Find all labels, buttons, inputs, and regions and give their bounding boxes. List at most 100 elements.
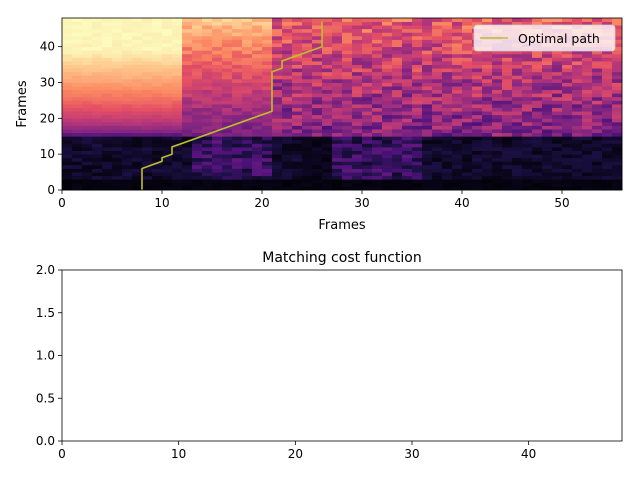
heatmap-cell — [382, 136, 393, 141]
heatmap-cell — [482, 157, 493, 162]
heatmap-cell — [272, 43, 283, 48]
heatmap-cell — [132, 43, 143, 48]
heatmap-cell — [522, 50, 533, 55]
heatmap-cell — [252, 154, 263, 159]
heatmap-cell — [112, 157, 123, 162]
heatmap-cell — [442, 132, 453, 137]
heatmap-cell — [602, 53, 613, 58]
heatmap-cell — [362, 164, 373, 169]
heatmap-cell — [112, 61, 123, 65]
heatmap-cell — [102, 157, 113, 162]
heatmap-cell — [362, 68, 373, 73]
heatmap-cell — [62, 53, 73, 58]
x-tick-label: 0 — [58, 447, 66, 461]
heatmap-cell — [342, 39, 353, 44]
heatmap-cell — [72, 28, 83, 33]
heatmap-cell — [342, 143, 353, 148]
heatmap-cell — [442, 18, 453, 22]
heatmap-cell — [192, 139, 203, 144]
heatmap-cell — [112, 182, 123, 187]
heatmap-cell — [132, 104, 143, 108]
heatmap-cell — [202, 64, 213, 69]
heatmap-cell — [92, 53, 103, 58]
heatmap-cell — [492, 121, 503, 126]
heatmap-cell — [302, 96, 313, 101]
heatmap-cell — [572, 154, 583, 159]
heatmap-cell — [282, 147, 293, 151]
heatmap-cell — [422, 28, 433, 33]
heatmap-cell — [172, 96, 183, 101]
heatmap-cell — [592, 107, 603, 112]
heatmap-cell — [372, 143, 383, 148]
heatmap-cell — [392, 182, 403, 187]
heatmap-cell — [342, 150, 353, 155]
heatmap-cell — [452, 111, 463, 116]
heatmap-cell — [562, 121, 573, 126]
heatmap-cell — [512, 147, 523, 151]
heatmap-cell — [312, 32, 323, 37]
heatmap-cell — [502, 172, 513, 177]
x-tick-label: 20 — [288, 447, 303, 461]
heatmap-cell — [162, 136, 173, 141]
heatmap-cell — [232, 75, 243, 80]
heatmap-cell — [522, 86, 533, 91]
heatmap-cell — [582, 21, 593, 26]
heatmap-cell — [132, 21, 143, 26]
heatmap-cell — [372, 21, 383, 26]
heatmap-cell — [542, 64, 553, 69]
heatmap-cell — [332, 154, 343, 159]
heatmap-cell — [462, 125, 473, 130]
heatmap-cell — [302, 121, 313, 126]
heatmap-cell — [172, 150, 183, 155]
heatmap-cell — [262, 125, 273, 130]
heatmap-cell — [182, 43, 193, 48]
heatmap-cell — [122, 57, 133, 62]
heatmap-cell — [582, 118, 593, 123]
heatmap-cell — [302, 68, 313, 73]
heatmap-cell — [342, 186, 353, 191]
heatmap-cell — [82, 50, 93, 55]
heatmap-cell — [162, 161, 173, 166]
heatmap-cell — [502, 104, 513, 108]
heatmap-cell — [82, 157, 93, 162]
heatmap-cell — [262, 68, 273, 73]
heatmap-cell — [422, 21, 433, 26]
heatmap-cell — [542, 129, 553, 134]
heatmap-cell — [112, 64, 123, 69]
heatmap-cell — [162, 132, 173, 137]
heatmap-cell — [342, 129, 353, 134]
heatmap-cell — [352, 111, 363, 116]
heatmap-cell — [232, 168, 243, 173]
heatmap-cell — [252, 75, 263, 80]
heatmap-cell — [362, 82, 373, 87]
heatmap-cell — [362, 118, 373, 123]
heatmap-cell — [512, 132, 523, 137]
heatmap-cell — [612, 104, 623, 108]
heatmap-cell — [562, 111, 573, 116]
heatmap-cell — [92, 28, 103, 33]
heatmap-cell — [552, 78, 563, 83]
heatmap-cell — [72, 182, 83, 187]
heatmap-cell — [92, 86, 103, 91]
heatmap-cell — [452, 168, 463, 173]
heatmap-cell — [362, 143, 373, 148]
heatmap-cell — [412, 182, 423, 187]
heatmap-cell — [292, 57, 303, 62]
heatmap-cell — [162, 179, 173, 184]
heatmap-cell — [62, 93, 73, 98]
heatmap-cell — [592, 71, 603, 76]
heatmap-cell — [242, 68, 253, 73]
heatmap-cell — [422, 186, 433, 191]
heatmap-cell — [562, 50, 573, 55]
heatmap-cell — [422, 78, 433, 83]
heatmap-cell — [572, 179, 583, 184]
heatmap-cell — [162, 32, 173, 37]
heatmap-cell — [252, 82, 263, 87]
heatmap-cell — [502, 21, 513, 26]
heatmap-cell — [402, 96, 413, 101]
heatmap-cell — [582, 182, 593, 187]
heatmap-cell — [332, 86, 343, 91]
heatmap-cell — [592, 50, 603, 55]
heatmap-cell — [172, 39, 183, 44]
heatmap-cell — [62, 100, 73, 105]
